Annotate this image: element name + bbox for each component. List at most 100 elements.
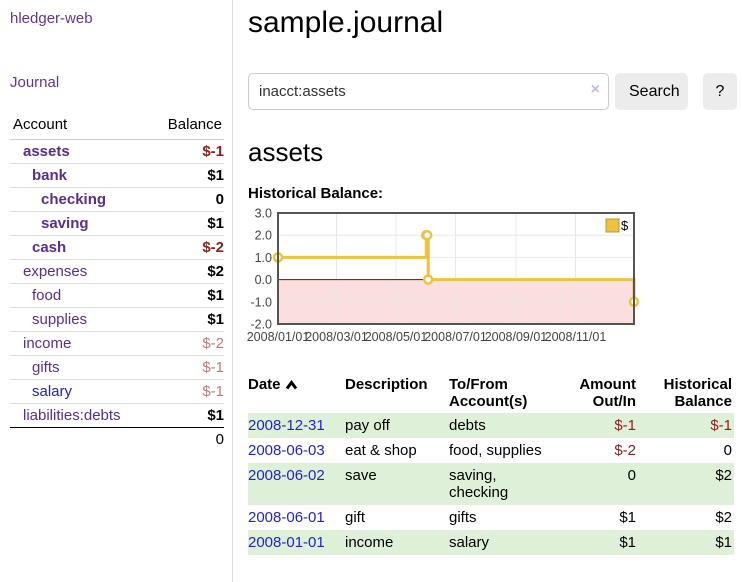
transaction-balance: $1: [715, 534, 732, 551]
account-row: salary $-1: [10, 379, 224, 404]
transaction-accounts: gifts: [449, 509, 477, 526]
account-link[interactable]: gifts: [32, 359, 60, 376]
accounts-header-balance: Balance: [149, 112, 224, 140]
account-link[interactable]: income: [23, 335, 72, 352]
y-tick-label: 0.0: [255, 273, 272, 287]
account-name-cell: gifts: [10, 355, 150, 380]
account-row: assets $-1: [10, 139, 224, 164]
account-link[interactable]: assets: [23, 143, 70, 160]
x-tick-label: 2008/09/01: [485, 330, 548, 344]
transaction-date-cell: 2008-06-02: [248, 463, 345, 505]
account-balance: $1: [149, 307, 224, 332]
transaction-date-link[interactable]: 2008-06-01: [248, 509, 325, 526]
y-tick-label: 2.0: [255, 229, 272, 243]
account-link[interactable]: bank: [32, 167, 68, 184]
account-balance: $-1: [149, 355, 224, 380]
transaction-amount: $-1: [614, 417, 636, 434]
data-point-marker: [422, 274, 434, 285]
sort-ascending-icon: [285, 377, 298, 394]
transaction-amount: $-2: [614, 442, 636, 459]
register-header-balance: Historical Balance: [663, 376, 732, 410]
account-heading: assets: [248, 137, 324, 167]
search-input[interactable]: [248, 73, 609, 110]
register-header-row: Date Description To/From Account(s) Amou…: [248, 373, 734, 413]
search-box: ×: [248, 73, 609, 110]
plot-border: [277, 212, 635, 325]
account-name-cell: income: [10, 331, 150, 356]
accounts-total-value: 0: [215, 431, 224, 448]
register-header-description: Description: [345, 376, 428, 393]
transaction-date-link[interactable]: 2008-06-03: [248, 442, 325, 459]
account-name-cell: expenses: [10, 259, 150, 284]
account-link[interactable]: liabilities:debts: [23, 407, 121, 424]
accounts-body: assets $-1 bank $1 checking 0 saving $1 cash $-2 e…: [10, 139, 224, 428]
account-name-cell: saving: [10, 211, 150, 236]
account-balance: $-2: [149, 235, 224, 260]
sidebar: hledger-web Journal Account Balance asse…: [0, 0, 233, 582]
account-balance: $1: [149, 403, 224, 428]
transaction-date-cell: 2008-12-31: [248, 413, 345, 438]
transaction-description: pay off: [345, 417, 390, 434]
transaction-row: 2008-01-01 income salary $1 $1: [248, 530, 734, 555]
app-title-link[interactable]: hledger-web: [10, 10, 93, 27]
account-link[interactable]: supplies: [32, 311, 88, 328]
main-content: sample.journal × Search ? assets Histori…: [233, 0, 742, 582]
account-row: expenses $2: [10, 259, 224, 284]
search-bar: × Search ?: [248, 73, 742, 110]
transaction-date-link[interactable]: 2008-01-01: [248, 534, 325, 551]
transaction-accounts: salary: [449, 534, 490, 551]
transaction-accounts: debts: [449, 417, 486, 434]
register-table: Date Description To/From Account(s) Amou…: [248, 373, 734, 555]
account-link[interactable]: expenses: [23, 263, 88, 280]
account-link[interactable]: cash: [32, 239, 67, 256]
nav-journal-link[interactable]: Journal: [10, 74, 60, 91]
account-balance: $-1: [149, 139, 224, 164]
help-button[interactable]: ?: [703, 73, 737, 110]
account-link[interactable]: food: [32, 287, 62, 304]
transaction-accounts: food, supplies: [449, 442, 542, 459]
account-link[interactable]: checking: [41, 191, 107, 208]
account-balance: $-2: [149, 331, 224, 356]
transaction-balance: 0: [723, 442, 732, 459]
transaction-amount: $1: [619, 509, 636, 526]
legend-label: $: [621, 218, 629, 233]
accounts-table: Account Balance assets $-1 bank $1 checking 0…: [10, 112, 224, 451]
y-tick-label: 3.0: [255, 207, 272, 221]
transaction-description: save: [345, 467, 377, 484]
transaction-balance: $-1: [710, 417, 732, 434]
y-tick-label: -2.0: [250, 318, 272, 332]
sidebar-nav: Journal: [10, 74, 224, 92]
account-row: liabilities:debts $1: [10, 403, 224, 428]
account-balance: $1: [149, 211, 224, 236]
transaction-balance: $2: [715, 467, 732, 484]
transaction-description: income: [345, 534, 394, 551]
account-balance: $2: [149, 259, 224, 284]
search-button[interactable]: Search: [615, 73, 688, 110]
account-name-cell: bank: [10, 163, 150, 188]
account-row: checking 0: [10, 187, 224, 212]
account-row: income $-2: [10, 331, 224, 356]
y-tick-label: -1.0: [250, 295, 272, 309]
legend-swatch: [605, 218, 620, 233]
account-name-cell: checking: [10, 187, 150, 212]
account-balance: $1: [149, 163, 224, 188]
transaction-row: 2008-12-31 pay off debts $-1 $-1: [248, 413, 734, 438]
transaction-balance: $2: [715, 509, 732, 526]
account-link[interactable]: salary: [32, 383, 73, 400]
clear-search-icon[interactable]: ×: [590, 81, 600, 98]
transaction-date-cell: 2008-06-03: [248, 438, 345, 463]
transaction-date-link[interactable]: 2008-06-02: [248, 467, 325, 484]
transaction-date-cell: 2008-01-01: [248, 530, 345, 555]
transaction-amount: $1: [619, 534, 636, 551]
x-tick-label: 2008/07/01: [424, 330, 487, 344]
x-tick-label: 2008/11/01: [545, 330, 607, 344]
historical-balance-chart: $3.0 2.0 1.0 0.0 -1.0 -2.0 2008/01/01 2008/03/0…: [247, 207, 742, 357]
account-row: saving $1: [10, 211, 224, 236]
transaction-date-link[interactable]: 2008-12-31: [248, 417, 325, 434]
account-row: gifts $-1: [10, 355, 224, 380]
register-header-date[interactable]: Date: [248, 373, 345, 413]
account-name-cell: salary: [10, 379, 150, 404]
account-link[interactable]: saving: [41, 215, 89, 232]
account-balance: $1: [149, 283, 224, 308]
